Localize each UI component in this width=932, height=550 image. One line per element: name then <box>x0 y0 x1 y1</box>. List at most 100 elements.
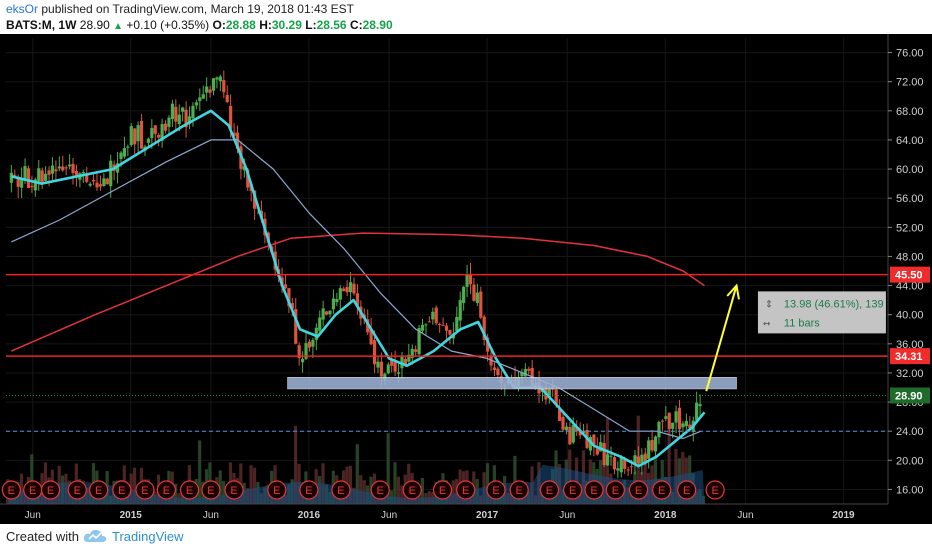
time-axis-label: 2015 <box>120 510 143 521</box>
earnings-circle <box>267 480 287 500</box>
earnings-circle <box>112 480 132 500</box>
candle-body <box>468 274 473 285</box>
candle-body <box>146 138 151 143</box>
candle-body <box>26 168 31 188</box>
candle-body <box>520 372 524 377</box>
candle-body <box>523 368 527 377</box>
earnings-label: E <box>8 485 15 497</box>
candle-body <box>390 360 394 366</box>
candle-body <box>455 316 459 331</box>
earnings-circle <box>135 480 155 500</box>
candle-body <box>61 166 65 171</box>
price-axis-label: 40.00 <box>896 310 924 322</box>
earnings-label: E <box>492 485 499 497</box>
candle-body <box>139 120 144 149</box>
tradingview-brand[interactable]: TradingView <box>112 529 184 544</box>
candle-body <box>424 324 428 326</box>
author-link[interactable]: eksOr <box>6 2 39 16</box>
earnings-circle <box>370 480 390 500</box>
candle-body <box>187 116 192 124</box>
price-axis-label: 64.00 <box>896 135 924 147</box>
candle-body <box>109 160 113 187</box>
candle-body <box>287 288 291 307</box>
volume-bar <box>252 467 257 504</box>
price-axis-label: 20.00 <box>896 455 924 467</box>
earnings-label: E <box>515 485 522 497</box>
tradingview-cloud-icon <box>83 529 107 542</box>
earnings-label: E <box>95 485 102 497</box>
candle-body <box>681 423 685 428</box>
candle-body <box>605 454 610 466</box>
candle-body <box>331 298 336 310</box>
volume-bar <box>355 444 359 504</box>
candle-body <box>102 178 106 186</box>
candle-body <box>575 426 579 432</box>
volume-bar <box>198 440 202 504</box>
candle-body <box>674 411 678 423</box>
candle-body <box>571 424 575 443</box>
chart-area[interactable]: 13.98 (46.61%), 139 11 bars ⇕ ↔ E E E E E E E E E E E E… <box>0 34 932 524</box>
candle-body <box>153 125 157 134</box>
earnings-marker: E <box>539 480 560 500</box>
candle-body <box>205 86 209 93</box>
candle-body <box>229 105 233 129</box>
candle-body <box>163 123 168 131</box>
candle-body <box>198 97 202 101</box>
earnings-marker: E <box>156 480 176 500</box>
earnings-circle <box>652 480 672 500</box>
candle-body <box>222 80 226 93</box>
candle-body <box>626 469 630 471</box>
candle-body <box>95 182 99 188</box>
price-chart[interactable]: 13.98 (46.61%), 139 11 bars ⇕ ↔ E E E E E E E E E E E E… <box>0 34 932 524</box>
candle-body <box>225 94 229 103</box>
candle-body <box>547 389 551 399</box>
candle-body <box>564 426 569 431</box>
sma-mid-line <box>11 139 702 440</box>
volume-bar <box>294 425 298 504</box>
time-axis-label: 2019 <box>832 510 855 521</box>
candle-body <box>403 358 408 366</box>
candle-body <box>181 107 185 112</box>
earnings-circle <box>705 480 725 500</box>
volume-bar <box>348 465 353 504</box>
low-value: 28.56 <box>316 18 347 32</box>
candle-body <box>157 134 161 138</box>
candle-body <box>561 416 565 430</box>
candle-body <box>126 146 130 148</box>
candle-body <box>345 286 349 293</box>
last-price: 28.90 <box>79 18 110 32</box>
volume-bar <box>222 480 226 504</box>
candle-body <box>657 421 661 438</box>
candle-body <box>640 454 644 464</box>
earnings-label: E <box>230 485 237 497</box>
candle-body <box>98 184 103 187</box>
candle-body <box>338 288 342 300</box>
candle-body <box>122 148 127 157</box>
time-axis-label: Jun <box>25 510 41 521</box>
earnings-marker: E <box>112 480 132 500</box>
candle-body <box>417 327 421 355</box>
change-value: +0.10 (+0.35%) <box>126 18 210 32</box>
earnings-circle <box>40 480 61 500</box>
candle-body <box>74 171 79 178</box>
earnings-marker: E <box>370 480 390 500</box>
candle-body <box>283 284 288 289</box>
candle-body <box>355 293 360 306</box>
earnings-circle <box>605 480 625 500</box>
earnings-marker: E <box>605 480 625 500</box>
price-axis-label: 16.00 <box>896 484 924 496</box>
candle-body <box>599 442 603 452</box>
candle-body <box>581 430 586 433</box>
candle-body <box>37 168 41 182</box>
candle-body <box>304 343 308 359</box>
candle-body <box>684 420 688 427</box>
ema-fast-line <box>10 109 706 468</box>
candle-body <box>54 169 58 172</box>
volume-bar <box>400 485 404 504</box>
publish-line: eksOr published on TradingView.com, Marc… <box>6 2 354 16</box>
earnings-circle <box>486 480 506 500</box>
candle-body <box>301 358 305 363</box>
last-price-tag-label: 28.90 <box>895 391 923 403</box>
candle-body <box>294 309 298 344</box>
candle-body <box>489 355 493 366</box>
